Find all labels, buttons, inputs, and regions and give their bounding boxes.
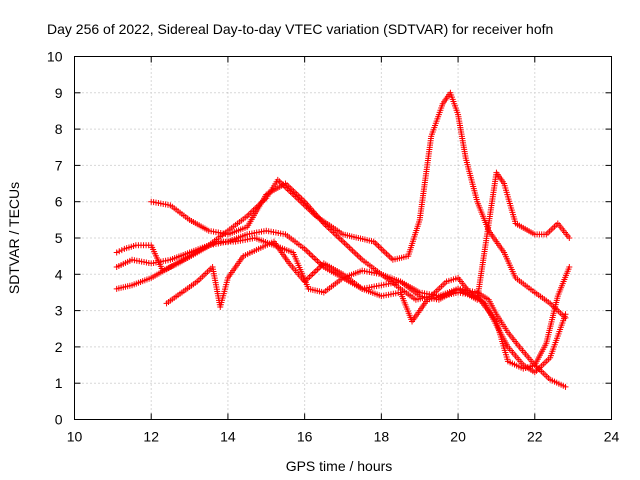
grid — [74, 56, 612, 420]
data-point-interp — [312, 267, 319, 274]
data-point-interp — [336, 235, 343, 242]
data-points — [113, 89, 573, 390]
x-tick-label: 14 — [220, 429, 236, 445]
data-point-interp — [116, 248, 123, 255]
data-point-interp — [373, 241, 380, 248]
x-tick-label: 12 — [143, 429, 159, 445]
data-point-interp — [357, 255, 364, 262]
data-point-interp — [346, 244, 353, 251]
x-tick-label: 24 — [604, 429, 620, 445]
data-point-interp — [309, 253, 316, 260]
data-point-interp — [308, 251, 315, 258]
data-point-interp — [388, 255, 395, 262]
y-tick-label: 0 — [55, 412, 63, 428]
data-point-interp — [354, 252, 361, 259]
data-point-interp — [355, 253, 362, 260]
data-point — [566, 235, 573, 241]
y-tick-labels: 0 1 2 3 4 5 6 7 8 9 10 — [47, 49, 63, 428]
series-track-2 — [148, 180, 569, 390]
data-point-interp — [312, 256, 319, 263]
data-point-interp — [311, 269, 318, 276]
data-point-interp — [341, 240, 348, 247]
x-tick-labels: 10 12 14 16 18 20 22 24 — [67, 429, 620, 445]
y-tick-label: 7 — [55, 157, 63, 173]
x-tick-label: 16 — [297, 429, 313, 445]
y-tick-label: 2 — [55, 339, 63, 355]
data-point — [566, 264, 573, 271]
data-point-interp — [306, 250, 313, 257]
data-point-interp — [335, 234, 342, 241]
data-point-interp — [349, 247, 356, 254]
data-point-interp — [381, 249, 388, 256]
y-tick-label: 5 — [55, 230, 63, 246]
y-tick-label: 1 — [55, 375, 63, 391]
data-point-interp — [309, 270, 316, 277]
data-point — [340, 238, 346, 245]
plot-frame — [74, 56, 612, 420]
data-point — [113, 249, 120, 256]
series-track-1 — [113, 89, 569, 321]
data-point-interp — [386, 253, 393, 260]
y-tick-label: 3 — [55, 303, 63, 319]
data-point-interp — [377, 244, 384, 251]
data-point-interp — [325, 225, 332, 232]
data-point — [562, 311, 569, 318]
y-axis-label: SDTVAR / TECUs — [6, 182, 22, 294]
y-tick-label: 10 — [47, 49, 63, 65]
data-point-interp — [308, 272, 315, 279]
chart-title: Day 256 of 2022, Sidereal Day-to-day VTE… — [47, 21, 553, 37]
data-point-interp — [118, 247, 125, 254]
x-axis-label: GPS time / hours — [286, 458, 393, 474]
data-point-interp — [343, 241, 350, 248]
y-tick-label: 9 — [55, 85, 63, 101]
x-tick-label: 22 — [527, 429, 543, 445]
data-point-interp — [375, 243, 382, 250]
data-point — [562, 383, 569, 390]
data-point-interp — [383, 250, 390, 257]
data-point-interp — [347, 246, 354, 253]
data-point-interp — [352, 250, 359, 257]
data-point-interp — [378, 246, 385, 253]
data-point-interp — [344, 243, 351, 250]
data-point-interp — [306, 274, 313, 281]
y-tick-label: 4 — [55, 266, 63, 282]
data-point-interp — [314, 257, 321, 264]
x-tick-label: 18 — [374, 429, 390, 445]
data-point-interp — [311, 254, 318, 261]
data-point-interp — [303, 247, 310, 254]
series-track-5 — [163, 169, 573, 310]
data-point-interp — [304, 248, 311, 255]
y-tick-label: 8 — [55, 121, 63, 137]
y-tick-label: 6 — [55, 194, 63, 210]
data-point-interp — [385, 252, 392, 259]
data-point-interp — [245, 211, 252, 218]
data-point-interp — [314, 266, 321, 273]
x-tick-label: 10 — [67, 429, 83, 445]
data-point-interp — [351, 249, 358, 256]
x-tick-label: 20 — [450, 429, 466, 445]
